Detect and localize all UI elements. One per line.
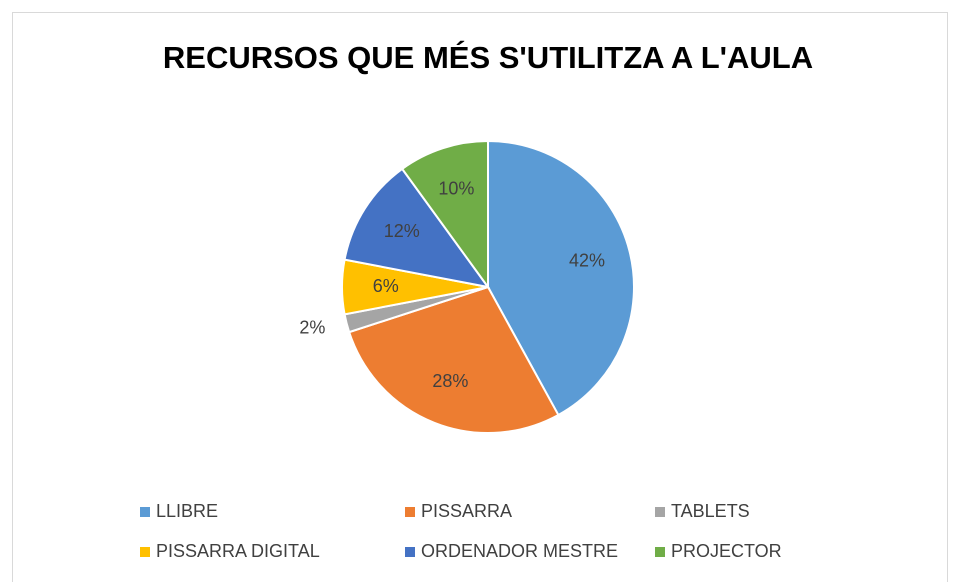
data-label: 12%: [384, 221, 420, 241]
pie-slice: [343, 167, 491, 289]
legend-label: PROJECTOR: [671, 541, 782, 561]
legend-label: ORDENADOR MESTRE: [421, 541, 618, 561]
pie-slice: [347, 285, 560, 434]
data-label: 28%: [432, 371, 468, 391]
legend-swatch: [655, 547, 665, 557]
legend-label: PISSARRA DIGITAL: [156, 541, 320, 561]
legend-label: TABLETS: [671, 501, 750, 521]
data-label: 10%: [438, 179, 474, 199]
legend-swatch: [405, 507, 415, 517]
data-label: 42%: [569, 250, 605, 270]
legend-swatch: [405, 547, 415, 557]
legend-label: LLIBRE: [156, 501, 218, 521]
legend-swatch: [140, 547, 150, 557]
legend-swatch: [655, 507, 665, 517]
data-label: 6%: [373, 276, 399, 296]
pie-slice: [487, 139, 635, 417]
pie-slice: [400, 139, 489, 291]
chart-title: RECURSOS QUE MÉS S'UTILITZA A L'AULA: [163, 40, 813, 75]
legend-swatch: [140, 507, 150, 517]
legend-label: PISSARRA: [421, 501, 512, 521]
data-label: 2%: [299, 318, 325, 338]
